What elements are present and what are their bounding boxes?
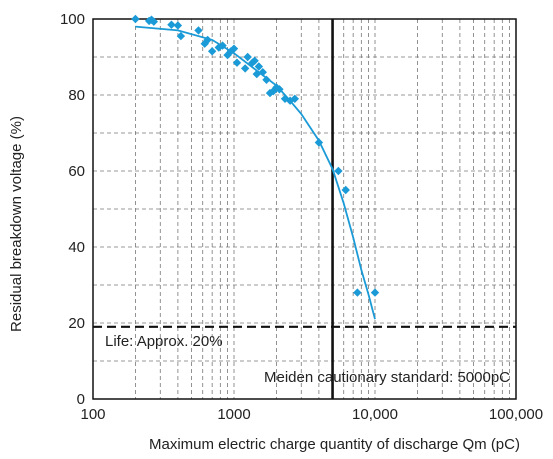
ticks-layer: 100 1000 10,000 100,000 0 20 40 60 80 100 bbox=[60, 11, 543, 423]
plot-frame bbox=[92, 18, 517, 400]
x-tick-label: 10,000 bbox=[352, 406, 398, 423]
data-point bbox=[353, 288, 362, 297]
data-point bbox=[314, 138, 324, 147]
data-point bbox=[232, 58, 242, 67]
data-point bbox=[250, 56, 259, 65]
data-points-layer bbox=[131, 14, 380, 297]
data-point bbox=[167, 20, 176, 29]
x-axis-label: Maximum electric charge quantity of disc… bbox=[149, 436, 520, 453]
data-point bbox=[194, 26, 203, 35]
annotation-cautionary-standard: Meiden cautionary standard: 5000pC bbox=[264, 369, 510, 386]
x-tick-label: 1000 bbox=[217, 406, 250, 423]
data-point bbox=[131, 14, 140, 24]
y-tick-label: 100 bbox=[60, 11, 85, 28]
y-tick-label: 20 bbox=[68, 315, 85, 332]
y-tick-label: 40 bbox=[68, 239, 85, 256]
data-point bbox=[176, 31, 186, 41]
annotation-life: Life: Approx. 20% bbox=[105, 333, 223, 350]
data-point bbox=[370, 288, 380, 297]
data-point bbox=[149, 17, 159, 26]
y-tick-label: 80 bbox=[68, 87, 85, 104]
data-point bbox=[229, 44, 239, 53]
x-tick-label: 100,000 bbox=[489, 406, 543, 423]
data-point bbox=[258, 68, 267, 77]
data-point bbox=[203, 35, 212, 45]
y-tick-label: 60 bbox=[68, 163, 85, 180]
data-point bbox=[173, 21, 183, 30]
data-point bbox=[275, 85, 284, 94]
data-point bbox=[207, 47, 217, 56]
data-point bbox=[254, 62, 264, 71]
data-point bbox=[290, 94, 300, 103]
data-point bbox=[218, 41, 227, 50]
data-point bbox=[214, 43, 223, 52]
data-point bbox=[262, 75, 271, 84]
data-point bbox=[243, 52, 252, 62]
data-point bbox=[334, 166, 343, 176]
y-tick-label: 0 bbox=[77, 391, 85, 408]
data-point bbox=[341, 185, 350, 195]
x-tick-label: 100 bbox=[80, 406, 105, 423]
reference-lines bbox=[93, 19, 516, 399]
y-axis-label: Residual breakdown voltage (%) bbox=[8, 116, 25, 332]
data-point bbox=[240, 64, 250, 73]
